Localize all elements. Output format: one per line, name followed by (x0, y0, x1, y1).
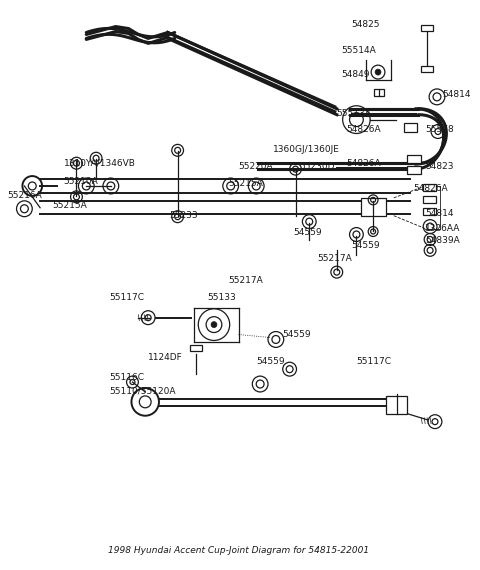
Text: 55230D: 55230D (300, 162, 335, 170)
Bar (423, 207, 436, 215)
Circle shape (132, 388, 159, 416)
Text: 54814: 54814 (425, 209, 454, 218)
Text: 54849: 54849 (342, 70, 370, 79)
Text: 55117C: 55117C (109, 294, 144, 302)
Circle shape (371, 65, 385, 79)
Text: 55217A: 55217A (317, 254, 352, 263)
Text: 54814: 54814 (442, 91, 470, 99)
Text: 1998 Hyundai Accent Cup-Joint Diagram for 54815-22001: 1998 Hyundai Accent Cup-Joint Diagram fo… (108, 546, 369, 555)
Bar (191, 345, 202, 351)
Text: 55215A: 55215A (52, 201, 87, 210)
Text: 54823: 54823 (425, 162, 454, 170)
Text: 54559: 54559 (256, 357, 285, 366)
Bar (408, 166, 421, 174)
Text: 54825: 54825 (351, 20, 380, 29)
Text: 1326AA: 1326AA (425, 224, 460, 233)
Text: 55210A: 55210A (64, 177, 98, 185)
Text: 55513A: 55513A (337, 109, 372, 118)
Bar (361, 198, 386, 215)
Text: 54826A: 54826A (347, 125, 381, 134)
Text: 55578: 55578 (425, 125, 454, 134)
Bar (408, 155, 421, 163)
Text: 54826A: 54826A (413, 185, 448, 193)
Text: 55514A: 55514A (342, 46, 376, 55)
Text: 55117C: 55117C (357, 357, 391, 366)
Bar (404, 123, 417, 132)
Text: 1360GJ/1360JE: 1360GJ/1360JE (273, 145, 340, 154)
Text: 55116C: 55116C (109, 373, 144, 381)
Circle shape (23, 176, 42, 196)
Text: 54559: 54559 (283, 330, 312, 339)
Text: 54559: 54559 (294, 228, 322, 237)
Bar (423, 196, 436, 203)
Bar (386, 396, 408, 414)
Text: 55216A: 55216A (8, 192, 42, 201)
Text: 55220A: 55220A (239, 162, 273, 170)
Text: 54826A: 54826A (347, 158, 381, 168)
Text: 55233: 55233 (170, 211, 198, 220)
Text: 55110/55120A: 55110/55120A (109, 386, 175, 396)
Bar (421, 66, 433, 72)
Circle shape (127, 376, 138, 388)
Bar (423, 184, 436, 191)
Text: 1310YA/1346VB: 1310YA/1346VB (64, 158, 135, 168)
Text: 55133: 55133 (207, 294, 236, 302)
Circle shape (141, 311, 155, 324)
Circle shape (375, 69, 381, 75)
Text: 55215A: 55215A (228, 178, 264, 188)
Text: 55217A: 55217A (228, 275, 264, 284)
Text: 1124DF: 1124DF (148, 353, 183, 362)
Circle shape (428, 415, 442, 429)
Bar (421, 25, 433, 31)
Text: 54559: 54559 (351, 241, 380, 250)
Bar (374, 89, 384, 96)
Circle shape (211, 321, 217, 328)
Text: 54839A: 54839A (425, 236, 460, 245)
